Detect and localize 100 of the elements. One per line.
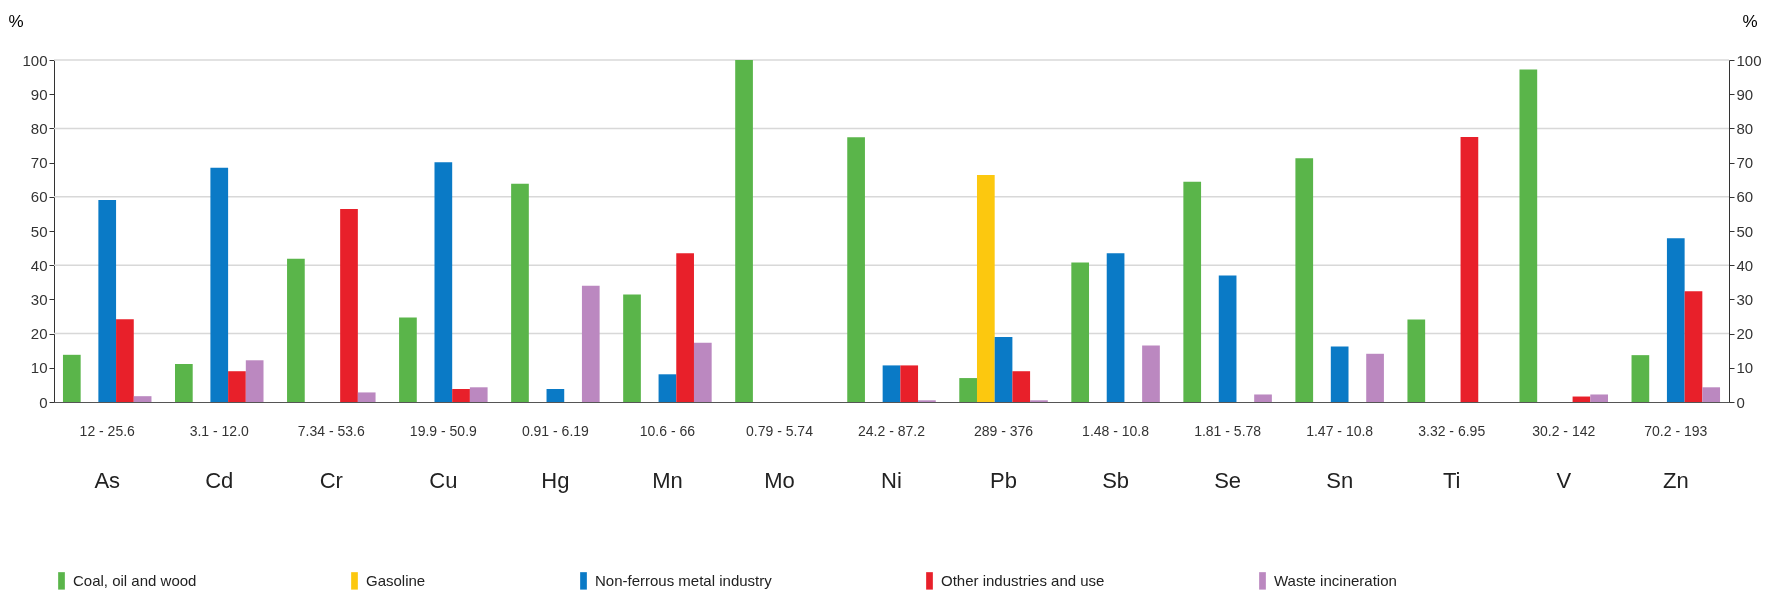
bar xyxy=(434,162,453,402)
bar xyxy=(1254,394,1272,402)
text: 1.47 - 10.8 xyxy=(1306,423,1374,439)
bar xyxy=(976,174,995,402)
bar xyxy=(882,365,901,402)
text: 1.48 - 10.8 xyxy=(1082,423,1150,439)
bar xyxy=(693,342,712,402)
bar xyxy=(1142,345,1160,402)
bar xyxy=(1631,355,1650,402)
bar xyxy=(676,253,694,402)
bar xyxy=(1666,238,1685,402)
text: 0.79 - 5.74 xyxy=(745,423,814,439)
bar xyxy=(452,389,470,402)
legend-label: Non-ferrous metal industry xyxy=(595,571,773,589)
legend-label: Other industries and use xyxy=(941,571,1105,589)
x-tick-label: As xyxy=(94,467,121,493)
x-tick-label: Cd xyxy=(205,467,234,493)
bar xyxy=(1295,158,1314,402)
text: 19.9 - 50.9 xyxy=(409,423,478,439)
y-tick-label: 60 xyxy=(30,188,48,206)
x-tick-label: Sb xyxy=(1102,467,1130,493)
bar xyxy=(994,337,1013,402)
bar xyxy=(900,365,919,402)
text: 3.32 - 6.95 xyxy=(1418,423,1486,439)
y-tick-label: 50 xyxy=(30,222,48,240)
text: 10.6 - 66 xyxy=(639,423,696,439)
text: 1.81 - 5.78 xyxy=(1194,423,1262,439)
x-tick-label: Se xyxy=(1214,467,1242,493)
bar xyxy=(735,60,753,402)
y2-tick-label: 50 xyxy=(1736,222,1754,240)
text: 70.2 - 193 xyxy=(1644,423,1708,439)
bar xyxy=(1012,371,1031,402)
bar xyxy=(581,285,600,402)
y-tick-label: 90 xyxy=(30,85,48,103)
bar xyxy=(959,378,977,402)
y2-tick-label: 90 xyxy=(1736,85,1754,103)
y2-tick-label: 0 xyxy=(1736,393,1745,411)
y2-tick-label: 80 xyxy=(1736,119,1754,137)
bar xyxy=(1519,69,1538,402)
x-tick-label: Cu xyxy=(429,467,458,493)
y2-axis-title: % xyxy=(1742,11,1758,31)
x-tick-label: Pb xyxy=(990,467,1017,493)
text: 0.91 - 6.19 xyxy=(521,423,590,439)
legend-label: Gasoline xyxy=(366,571,426,589)
y2-tick-label: 100 xyxy=(1736,51,1762,69)
bar xyxy=(469,387,488,402)
x-tick-label: Mn xyxy=(652,467,683,493)
y-tick-label: 100 xyxy=(22,51,48,69)
x-tick-label: Cr xyxy=(319,467,343,493)
y2-tick-label: 10 xyxy=(1736,359,1754,377)
y-tick-label: 70 xyxy=(30,154,48,172)
y2-tick-label: 70 xyxy=(1736,154,1754,172)
bar xyxy=(1218,275,1237,402)
bar xyxy=(116,319,134,402)
bar xyxy=(1366,353,1384,402)
bar xyxy=(847,137,865,402)
y2-tick-label: 30 xyxy=(1736,290,1754,308)
text: 30.2 - 142 xyxy=(1532,423,1596,439)
x-tick-label: Hg xyxy=(541,467,570,493)
bar xyxy=(1590,394,1608,402)
bar xyxy=(175,364,193,402)
bar xyxy=(1684,291,1703,402)
bar xyxy=(399,317,417,402)
text: 289 - 376 xyxy=(973,423,1034,439)
bar xyxy=(210,167,229,402)
y2-tick-label: 60 xyxy=(1736,188,1754,206)
bar xyxy=(245,360,264,402)
y-axis-title: % xyxy=(8,11,24,31)
y-tick-label: 20 xyxy=(30,325,48,343)
x-tick-label: Sn xyxy=(1326,467,1354,493)
text: 12 - 25.6 xyxy=(79,423,136,439)
bar xyxy=(623,294,641,402)
y-tick-label: 30 xyxy=(30,290,48,308)
bar xyxy=(1183,181,1202,402)
bar xyxy=(133,396,152,402)
bar xyxy=(1106,253,1125,402)
y-tick-label: 40 xyxy=(30,256,48,274)
bar xyxy=(1330,346,1349,402)
bar xyxy=(287,258,305,402)
bar xyxy=(340,209,358,402)
y-tick-label: 0 xyxy=(39,393,48,411)
bar xyxy=(1460,136,1479,402)
bar xyxy=(546,389,565,402)
bar xyxy=(1702,387,1721,402)
bar xyxy=(98,199,117,402)
bar xyxy=(62,354,81,402)
bar xyxy=(1071,262,1090,402)
y2-tick-label: 40 xyxy=(1736,256,1754,274)
y-tick-label: 80 xyxy=(30,119,48,137)
x-tick-label: Mo xyxy=(764,467,795,493)
legend-label: Waste incineration xyxy=(1274,571,1397,589)
x-tick-label: V xyxy=(1556,467,1572,493)
bar xyxy=(228,371,246,402)
text: 3.1 - 12.0 xyxy=(189,423,250,439)
y-tick-label: 10 xyxy=(30,359,48,377)
y2-tick-label: 20 xyxy=(1736,325,1754,343)
x-tick-label: Ti xyxy=(1442,467,1461,493)
legend-label: Coal, oil and wood xyxy=(73,571,197,589)
text: 7.34 - 53.6 xyxy=(297,423,365,439)
x-tick-label: Zn xyxy=(1662,467,1689,493)
